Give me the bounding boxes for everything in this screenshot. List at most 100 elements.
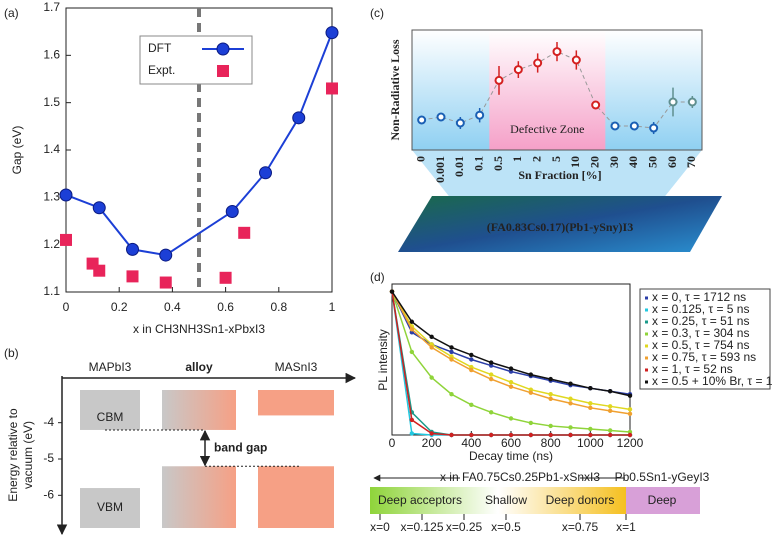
cbm-label: CBM [97,410,124,424]
data-point [469,402,474,407]
data-point [528,432,534,438]
legend-marker [645,320,648,324]
data-point [469,364,474,370]
data-point [588,432,593,438]
data-point [513,65,523,75]
x-tick-label: 1 [510,156,524,162]
y-tick-label: 1.1 [43,284,60,298]
data-point [449,432,454,438]
data-point [528,387,534,392]
data-point [449,349,454,355]
zone-label: Deep donors [546,493,615,507]
data-point [488,363,494,368]
y-tick-label: -6 [43,487,54,501]
strip-tick-label: x=0.125 [400,520,443,534]
data-point [488,360,494,365]
column-header: alloy [185,360,213,374]
x-tick-label: 0.6 [217,300,234,314]
data-point [668,97,678,107]
legend-marker [645,356,648,360]
y-tick-label: 1.3 [43,190,60,204]
data-point [610,121,620,131]
data-point [607,389,613,394]
legend-label: x = 0.125, τ = 5 ns [652,302,749,316]
data-point [607,432,613,438]
data-point [449,345,454,350]
data-point [588,385,593,391]
x-tick-label: 2 [529,156,543,162]
data-point [429,334,434,340]
x-tick-label: 800 [541,436,561,450]
legend-label: x = 0, τ = 1712 ns [652,290,746,304]
data-point [548,396,553,401]
zone-label: Deep acceptors [378,493,462,507]
legend-label: x = 0.3, τ = 304 ns [652,326,749,340]
y-tick-label: 1.2 [43,237,60,251]
panel-label: (a) [4,6,19,20]
data-point [475,110,485,120]
data-point [508,369,514,374]
data-point [326,82,338,95]
vbm-box [80,488,140,528]
legend-label: x = 0.5 + 10% Br, τ = 1034 ns [652,374,772,388]
x-tick-label: 0.01 [452,156,466,177]
data-point [429,431,434,436]
data-point [588,405,593,411]
data-point [59,188,73,202]
data-point [409,319,415,324]
fit-line [391,291,631,411]
x-tick-label: 0 [389,436,396,450]
legend-marker [216,42,230,56]
x-axis-label: Decay time (ns) [469,449,553,463]
zone [489,30,606,150]
data-point [238,226,251,239]
data-point [528,372,534,377]
x-tick-label: 60 [665,156,679,168]
legend-label: DFT [148,41,172,55]
cbm-box [162,390,236,430]
fit-line [391,291,630,436]
data-point [528,420,534,426]
x-tick-label: 1000 [577,436,604,450]
data-point [588,401,593,406]
x-tick-label: 0.1 [471,156,485,171]
data-point [469,352,474,358]
data-point [591,100,601,110]
data-point [449,354,454,359]
fit-line [391,291,631,433]
legend [139,35,253,85]
data-point [449,392,454,397]
strip-deep [626,487,700,514]
fit-line [391,291,630,436]
y-axis-label: PL intensity [376,329,390,391]
legend-marker [645,308,648,312]
x-tick-label: 0.2 [111,300,128,314]
strip-tick-label: x=0 [370,520,390,534]
vbm-label: VBM [97,500,123,514]
y-tick-label: 1.5 [43,95,60,109]
zone-label: Shallow [485,493,527,507]
data-point [159,276,172,289]
data-point [528,390,534,395]
data-point [627,407,633,412]
legend-label: x = 0.5, τ = 754 ns [652,338,749,352]
x-tick-label: 0.8 [270,300,287,314]
data-point [568,396,573,401]
data-point [469,367,474,373]
data-point [126,270,139,283]
data-point [469,357,474,362]
x-tick-label: 10 [568,156,582,168]
y-axis-label: Energy relative to [6,408,20,502]
data-point [417,115,427,125]
data-point [588,426,593,432]
strip-title-bg [460,470,580,486]
data-point [494,75,504,85]
data-point [449,357,454,362]
data-point [126,242,139,256]
data-point [409,431,415,436]
data-point [436,112,446,122]
data-point [548,392,553,397]
data-point [455,118,465,128]
data-point [548,432,553,438]
panel-label: (b) [4,346,19,360]
